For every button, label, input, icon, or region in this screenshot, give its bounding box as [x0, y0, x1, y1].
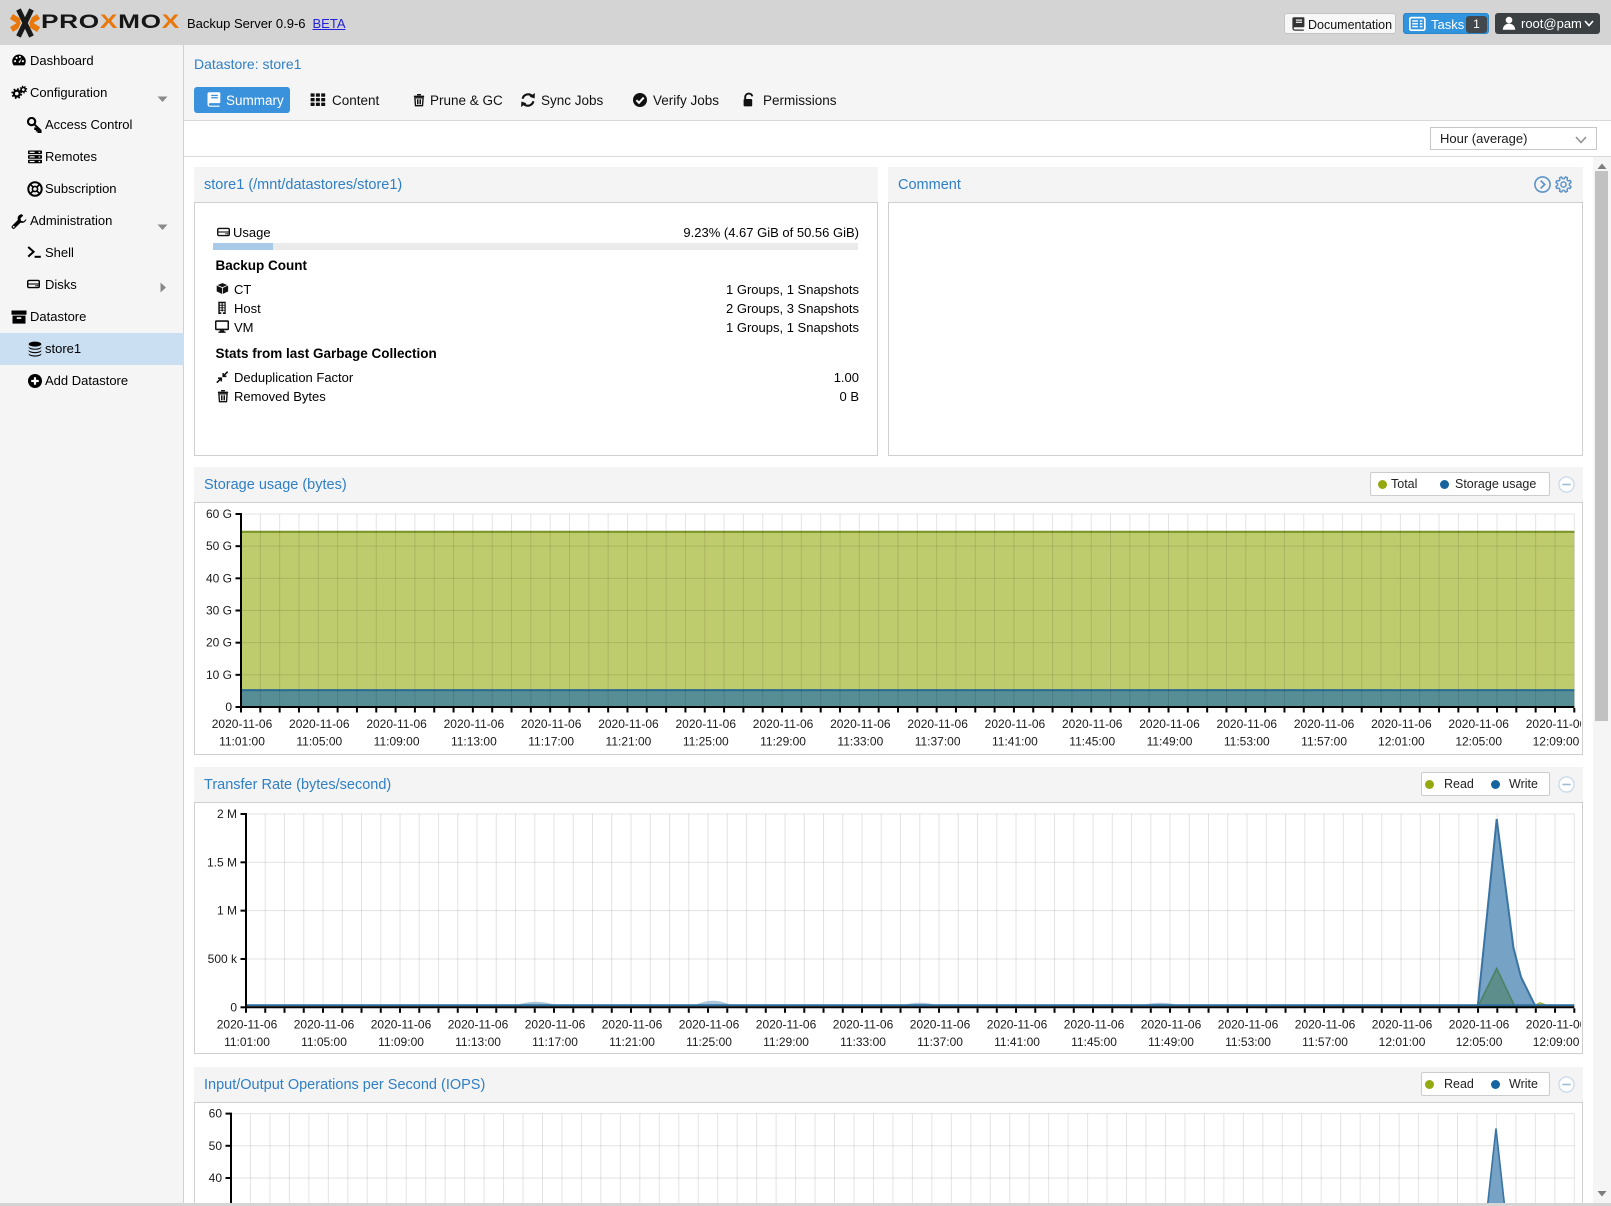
svg-text:11:09:00: 11:09:00	[374, 735, 420, 749]
svg-text:11:17:00: 11:17:00	[528, 735, 574, 749]
svg-text:2020-11-06: 2020-11-06	[525, 1017, 586, 1031]
svg-text:2020-11-06: 2020-11-06	[679, 1017, 740, 1031]
svg-text:2020-11-06: 2020-11-06	[1218, 1017, 1279, 1031]
svg-text:1 M: 1 M	[217, 904, 237, 918]
svg-text:0: 0	[225, 700, 232, 714]
svg-text:2020-11-06: 2020-11-06	[987, 1017, 1048, 1031]
svg-text:11:45:00: 11:45:00	[1071, 1035, 1117, 1049]
svg-text:2020-11-06: 2020-11-06	[448, 1017, 509, 1031]
svg-text:11:37:00: 11:37:00	[917, 1035, 963, 1049]
svg-text:2020-11-06: 2020-11-06	[1371, 717, 1432, 731]
svg-text:11:01:00: 11:01:00	[219, 735, 265, 749]
svg-text:60: 60	[209, 1107, 223, 1121]
svg-text:11:49:00: 11:49:00	[1147, 735, 1193, 749]
svg-text:11:01:00: 11:01:00	[224, 1035, 270, 1049]
svg-text:1.5 M: 1.5 M	[207, 855, 237, 869]
svg-text:12:01:00: 12:01:00	[1378, 735, 1425, 749]
svg-text:11:33:00: 11:33:00	[837, 735, 883, 749]
svg-text:11:17:00: 11:17:00	[532, 1035, 578, 1049]
svg-text:2020-11-06: 2020-11-06	[1062, 717, 1123, 731]
svg-text:60 G: 60 G	[206, 507, 232, 521]
svg-text:2020-11-06: 2020-11-06	[289, 717, 350, 731]
svg-text:2020-11-06: 2020-11-06	[753, 717, 814, 731]
svg-text:11:45:00: 11:45:00	[1069, 735, 1115, 749]
svg-text:11:29:00: 11:29:00	[760, 735, 806, 749]
svg-text:11:33:00: 11:33:00	[840, 1035, 886, 1049]
svg-text:2020-11-06: 2020-11-06	[676, 717, 737, 731]
svg-text:11:37:00: 11:37:00	[915, 735, 961, 749]
svg-text:11:41:00: 11:41:00	[992, 735, 1038, 749]
svg-text:2020-11-06: 2020-11-06	[1448, 717, 1509, 731]
svg-text:2020-11-06: 2020-11-06	[1295, 1017, 1356, 1031]
svg-text:2020-11-06: 2020-11-06	[985, 717, 1046, 731]
svg-text:2020-11-06: 2020-11-06	[1372, 1017, 1433, 1031]
svg-text:40 G: 40 G	[206, 571, 232, 585]
svg-text:11:13:00: 11:13:00	[455, 1035, 501, 1049]
svg-text:2020-11-06: 2020-11-06	[602, 1017, 663, 1031]
svg-text:11:57:00: 11:57:00	[1301, 735, 1347, 749]
svg-text:11:25:00: 11:25:00	[683, 735, 729, 749]
svg-text:12:09:00: 12:09:00	[1533, 1035, 1580, 1049]
svg-text:2020-11-06: 2020-11-06	[598, 717, 659, 731]
svg-text:500 k: 500 k	[208, 952, 238, 966]
svg-text:0: 0	[230, 1000, 237, 1014]
svg-text:2020-11-06: 2020-11-06	[444, 717, 505, 731]
svg-text:2020-11-06: 2020-11-06	[910, 1017, 971, 1031]
svg-text:11:13:00: 11:13:00	[451, 735, 497, 749]
svg-text:11:29:00: 11:29:00	[763, 1035, 809, 1049]
svg-text:2020-11-06: 2020-11-06	[1294, 717, 1355, 731]
svg-text:2020-11-06: 2020-11-06	[756, 1017, 817, 1031]
svg-text:2020-11-06: 2020-11-06	[1526, 717, 1581, 731]
svg-text:40: 40	[209, 1171, 223, 1185]
svg-text:12:09:00: 12:09:00	[1533, 735, 1580, 749]
svg-text:11:49:00: 11:49:00	[1148, 1035, 1194, 1049]
svg-text:11:53:00: 11:53:00	[1225, 1035, 1271, 1049]
svg-text:11:25:00: 11:25:00	[686, 1035, 732, 1049]
svg-text:12:05:00: 12:05:00	[1456, 1035, 1503, 1049]
svg-text:11:21:00: 11:21:00	[609, 1035, 655, 1049]
svg-text:2020-11-06: 2020-11-06	[1064, 1017, 1125, 1031]
svg-text:2020-11-06: 2020-11-06	[371, 1017, 432, 1031]
svg-text:2020-11-06: 2020-11-06	[830, 717, 891, 731]
svg-text:2020-11-06: 2020-11-06	[521, 717, 582, 731]
svg-text:11:53:00: 11:53:00	[1224, 735, 1270, 749]
svg-text:11:05:00: 11:05:00	[301, 1035, 347, 1049]
svg-text:2 M: 2 M	[217, 807, 237, 821]
svg-text:2020-11-06: 2020-11-06	[1217, 717, 1278, 731]
svg-text:2020-11-06: 2020-11-06	[1526, 1017, 1581, 1031]
svg-text:11:57:00: 11:57:00	[1302, 1035, 1348, 1049]
svg-text:50: 50	[209, 1139, 223, 1153]
svg-text:11:09:00: 11:09:00	[378, 1035, 424, 1049]
svg-text:2020-11-06: 2020-11-06	[1449, 1017, 1510, 1031]
svg-text:2020-11-06: 2020-11-06	[833, 1017, 894, 1031]
svg-text:12:01:00: 12:01:00	[1379, 1035, 1426, 1049]
svg-text:12:05:00: 12:05:00	[1455, 735, 1502, 749]
svg-text:2020-11-06: 2020-11-06	[366, 717, 427, 731]
svg-text:11:41:00: 11:41:00	[994, 1035, 1040, 1049]
svg-text:2020-11-06: 2020-11-06	[1139, 717, 1200, 731]
svg-text:2020-11-06: 2020-11-06	[212, 717, 273, 731]
svg-text:2020-11-06: 2020-11-06	[217, 1017, 278, 1031]
svg-text:30 G: 30 G	[206, 604, 232, 618]
svg-text:50 G: 50 G	[206, 539, 232, 553]
svg-text:2020-11-06: 2020-11-06	[1141, 1017, 1202, 1031]
svg-text:11:05:00: 11:05:00	[296, 735, 342, 749]
svg-text:2020-11-06: 2020-11-06	[907, 717, 968, 731]
svg-text:10 G: 10 G	[206, 668, 232, 682]
svg-text:2020-11-06: 2020-11-06	[294, 1017, 355, 1031]
svg-text:11:21:00: 11:21:00	[606, 735, 652, 749]
svg-text:20 G: 20 G	[206, 636, 232, 650]
